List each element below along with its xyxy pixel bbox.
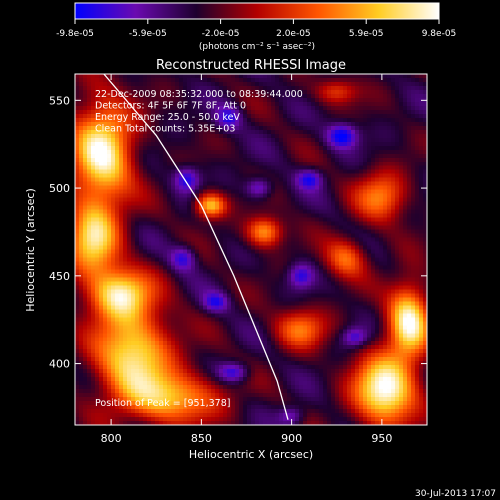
colorbar-tick-label: -5.9e-05 bbox=[129, 29, 167, 39]
heatmap-image bbox=[75, 74, 427, 425]
x-axis-label: Heliocentric X (arcsec) bbox=[189, 448, 313, 461]
chart-title: Reconstructed RHESSI Image bbox=[156, 58, 346, 73]
annotation-line: Detectors: 4F 5F 6F 7F 8F, Att 0 bbox=[95, 101, 246, 112]
annotation-line: 22-Dec-2009 08:35:32.000 to 08:39:44.000 bbox=[95, 89, 303, 100]
x-tick-label: 800 bbox=[101, 432, 122, 445]
colorbar-tick-label: 9.8e-05 bbox=[422, 29, 457, 39]
colorbar-ticks: -9.8e-05 -5.9e-05 -2.0e-05 2.0e-05 5.9e-05 9.… bbox=[56, 19, 456, 39]
solar-limb-curve bbox=[103, 74, 289, 420]
y-axis-label: Heliocentric Y (arcsec) bbox=[24, 188, 37, 312]
colorbar-tick-label: -2.0e-05 bbox=[202, 29, 240, 39]
footer-timestamp: 30-Jul-2013 17:07 bbox=[415, 489, 496, 499]
colorbar-tick-label: 5.9e-05 bbox=[349, 29, 384, 39]
y-tick-label: 500 bbox=[49, 182, 70, 195]
x-axis-ticks: 800 850 900 950 bbox=[101, 74, 392, 445]
annotation-block: 22-Dec-2009 08:35:32.000 to 08:39:44.000… bbox=[95, 89, 303, 135]
y-axis-ticks: 400 450 500 550 bbox=[49, 94, 427, 371]
y-tick-label: 450 bbox=[49, 270, 70, 283]
plot-frame bbox=[74, 73, 428, 426]
annotation-line: Energy Range: 25.0 - 50.0 keV bbox=[95, 112, 240, 123]
y-tick-label: 550 bbox=[49, 94, 70, 107]
x-tick-label: 900 bbox=[281, 432, 302, 445]
colorbar-tick-label: 2.0e-05 bbox=[276, 29, 311, 39]
annotation-line: Clean Total counts: 5.35E+03 bbox=[95, 124, 235, 135]
y-tick-label: 400 bbox=[49, 358, 70, 371]
colorbar-tick-label: -9.8e-05 bbox=[56, 29, 94, 39]
colorbar-unit-label: (photons cm⁻² s⁻¹ asec⁻²) bbox=[199, 42, 315, 52]
peak-position-label: Position of Peak = [951,378] bbox=[95, 398, 230, 409]
x-tick-label: 850 bbox=[191, 432, 212, 445]
x-tick-label: 950 bbox=[371, 432, 392, 445]
colorbar bbox=[74, 2, 440, 20]
